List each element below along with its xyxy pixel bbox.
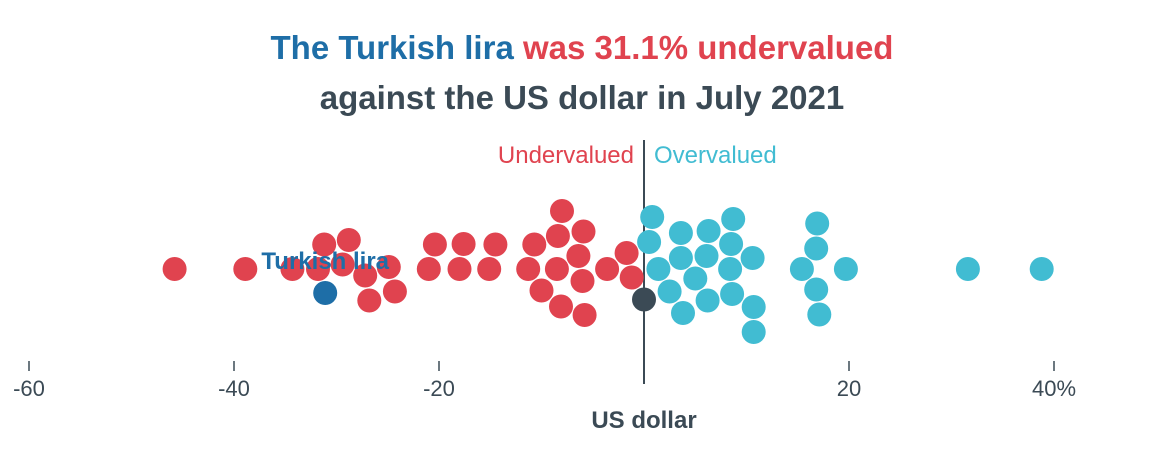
overvalued-point bbox=[696, 219, 721, 243]
undervalued-point bbox=[595, 257, 620, 281]
overvalued-point bbox=[640, 205, 665, 229]
overvalued-point bbox=[833, 257, 858, 281]
data-points bbox=[162, 199, 1054, 344]
undervalued-point bbox=[162, 257, 187, 281]
overvalued-point bbox=[789, 257, 814, 281]
turkish-lira-point bbox=[313, 281, 338, 305]
undervalued-point bbox=[566, 244, 591, 268]
x-tick-label: 40% bbox=[1032, 376, 1076, 401]
overvalued-point bbox=[646, 257, 671, 281]
overvalued-point bbox=[721, 207, 746, 231]
overvalued-point bbox=[805, 211, 830, 236]
overvalued-point bbox=[668, 221, 693, 245]
undervalued-point bbox=[422, 232, 447, 257]
overvalued-point bbox=[683, 266, 708, 291]
chart-title-line2: against the US dollar in July 2021 bbox=[319, 79, 845, 116]
undervalued-point bbox=[357, 288, 382, 313]
undervalued-label: Undervalued bbox=[498, 142, 634, 169]
overvalued-point bbox=[657, 279, 682, 304]
overvalued-label: Overvalued bbox=[654, 142, 777, 169]
undervalued-point bbox=[529, 278, 554, 303]
overvalued-point bbox=[695, 288, 720, 313]
undervalued-point bbox=[330, 252, 355, 277]
undervalued-point bbox=[353, 263, 378, 288]
undervalued-point bbox=[572, 303, 597, 327]
undervalued-point bbox=[451, 232, 476, 256]
overvalued-point bbox=[804, 277, 829, 302]
overvalued-point bbox=[720, 282, 745, 306]
undervalued-point bbox=[312, 232, 337, 257]
overvalued-point bbox=[637, 230, 662, 254]
undervalued-point bbox=[544, 257, 569, 281]
undervalued-point bbox=[376, 255, 401, 279]
undervalued-point bbox=[447, 257, 472, 281]
overvalued-point bbox=[1029, 257, 1054, 281]
title-undervaluation: was 31.1% undervalued bbox=[513, 29, 894, 66]
x-tick-label: -20 bbox=[423, 376, 455, 401]
undervalued-point bbox=[477, 257, 502, 281]
undervalued-point bbox=[233, 257, 258, 281]
x-tick-label: -40 bbox=[218, 376, 250, 401]
undervalued-point bbox=[550, 199, 574, 223]
undervalued-point bbox=[336, 228, 361, 252]
x-tick-label: -60 bbox=[13, 376, 45, 401]
title-currency: The Turkish lira bbox=[270, 29, 514, 66]
turkish-lira-label: Turkish lira bbox=[261, 248, 389, 275]
us-dollar-point bbox=[632, 287, 656, 312]
chart-title-line1: The Turkish lira was 31.1% undervalued bbox=[0, 28, 1164, 68]
overvalued-point bbox=[741, 295, 766, 319]
overvalued-point bbox=[719, 232, 744, 256]
undervalued-point bbox=[306, 257, 330, 281]
undervalued-point bbox=[483, 232, 508, 257]
x-axis: -60 -40 -20 20 40% bbox=[13, 361, 1076, 401]
undervalued-point bbox=[545, 224, 570, 248]
undervalued-point bbox=[416, 257, 441, 281]
us-dollar-label: US dollar bbox=[591, 407, 696, 434]
undervalued-point bbox=[570, 269, 595, 293]
undervalued-point bbox=[619, 265, 644, 290]
undervalued-point bbox=[549, 294, 573, 319]
undervalued-point bbox=[516, 257, 541, 281]
undervalued-point bbox=[522, 232, 547, 257]
overvalued-point bbox=[740, 246, 765, 270]
undervalued-point bbox=[614, 241, 639, 265]
x-tick-label: 20 bbox=[837, 376, 861, 401]
overvalued-point bbox=[955, 257, 980, 281]
undervalued-point bbox=[571, 219, 596, 244]
overvalued-point bbox=[718, 257, 743, 281]
overvalued-point bbox=[671, 301, 695, 325]
undervalued-point bbox=[280, 257, 305, 281]
overvalued-point bbox=[804, 236, 829, 261]
overvalued-point bbox=[668, 246, 693, 270]
undervalued-point bbox=[382, 279, 407, 304]
overvalued-point bbox=[694, 244, 719, 268]
overvalued-point bbox=[807, 302, 832, 327]
overvalued-point bbox=[741, 320, 766, 344]
